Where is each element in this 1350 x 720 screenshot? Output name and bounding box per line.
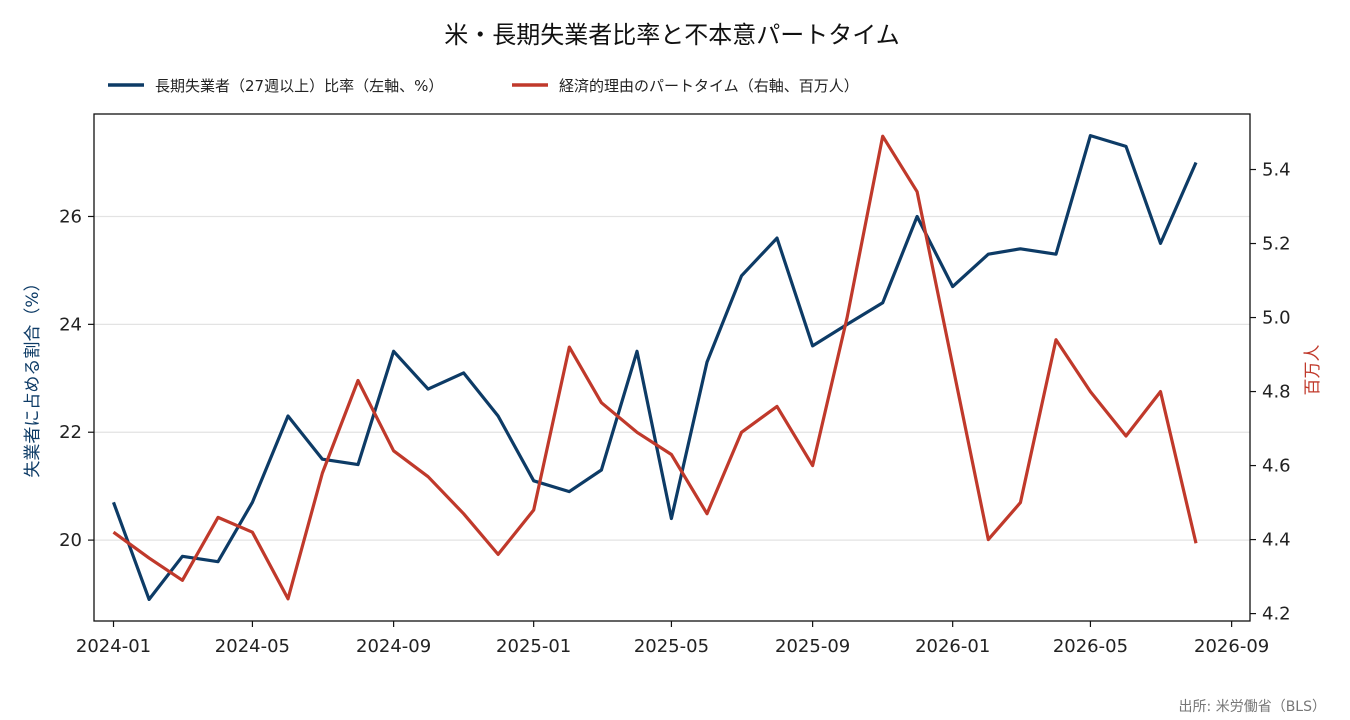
x-tick-label: 2026-01 [915, 636, 990, 657]
x-tick-label: 2024-09 [356, 636, 431, 657]
y-right-tick-label: 5.2 [1262, 234, 1291, 255]
y-right-tick-label: 4.4 [1262, 530, 1291, 551]
series-lines [111, 134, 1198, 602]
y-left-tick-label: 22 [59, 422, 82, 443]
x-tick-label: 2025-01 [496, 636, 571, 657]
x-tick-label: 2025-05 [634, 636, 709, 657]
y-right-tick-label: 5.0 [1262, 308, 1291, 329]
series-line-0 [111, 134, 1198, 602]
y-left-tick-label: 26 [59, 206, 82, 227]
x-tick-label: 2024-05 [215, 636, 290, 657]
x-tick-label: 2024-01 [76, 636, 151, 657]
legend-label-long-term-unemployed: 長期失業者（27週以上）比率（左軸、%） [155, 77, 443, 95]
x-tick-label: 2026-05 [1053, 636, 1128, 657]
source-note: 出所: 米労働省（BLS） [1179, 699, 1326, 715]
y-axis-left: 20 22 24 26 [59, 206, 94, 551]
y-axis-right: 4.2 4.4 4.6 4.8 5.0 5.2 5.4 [1250, 160, 1291, 625]
y-axis-left-label: 失業者に占める割合（%） [23, 274, 43, 477]
x-tick-label: 2026-09 [1194, 636, 1269, 657]
x-axis: 2024-01 2024-05 2024-09 2025-01 2025-05 2025-… [76, 621, 1269, 657]
y-right-tick-label: 4.2 [1262, 604, 1291, 625]
y-right-tick-label: 4.8 [1262, 382, 1291, 403]
plot-frame [93, 113, 1251, 622]
chart-title: 米・長期失業者比率と不本意パートタイム [444, 21, 900, 49]
legend-label-part-time: 経済的理由のパートタイム（右軸、百万人） [559, 77, 859, 95]
y-right-tick-label: 4.6 [1262, 456, 1291, 477]
y-left-tick-label: 24 [59, 314, 82, 335]
y-left-tick-label: 20 [59, 530, 82, 551]
x-tick-label: 2025-09 [775, 636, 850, 657]
y-axis-right-label: 百万人 [1303, 345, 1323, 396]
y-right-tick-label: 5.4 [1262, 160, 1291, 181]
series-line-1 [112, 134, 1198, 601]
gridlines [94, 215, 1250, 541]
legend: 長期失業者（27週以上）比率（左軸、%） 経済的理由のパートタイム（右軸、百万人… [108, 77, 859, 95]
